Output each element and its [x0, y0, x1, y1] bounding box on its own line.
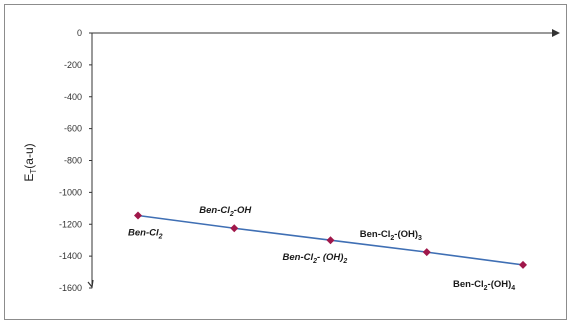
data-point-marker — [134, 211, 142, 220]
data-point-label: Ben-Cl2 — [128, 227, 163, 240]
x-axis-arrow — [552, 29, 560, 37]
y-tick-label: -1400 — [59, 251, 82, 261]
y-tick-label: -600 — [64, 124, 82, 134]
data-point-label: Ben-Cl2- (OH)2 — [283, 252, 348, 265]
y-axis-title: ET(a-u) — [22, 143, 38, 181]
y-tick-label: -800 — [64, 156, 82, 166]
y-tick-label: -400 — [64, 92, 82, 102]
data-point-marker — [230, 224, 239, 233]
y-tick-label: -1600 — [59, 283, 82, 293]
y-tick-label: -1200 — [59, 219, 82, 229]
data-point-marker — [422, 248, 431, 257]
data-point-marker — [519, 260, 527, 269]
y-tick-label: 0 — [77, 28, 82, 38]
data-point-label: Ben-Cl2-OH — [199, 205, 252, 218]
data-point-marker — [326, 236, 335, 245]
data-point-label: Ben-Cl2-(OH)4 — [453, 279, 515, 292]
data-point-label: Ben-Cl2-(OH)3 — [360, 229, 422, 242]
y-axis-arrow — [87, 279, 94, 289]
y-tick-label: -1000 — [59, 187, 82, 197]
y-tick-label: -200 — [64, 60, 82, 70]
chart-frame — [4, 4, 567, 320]
